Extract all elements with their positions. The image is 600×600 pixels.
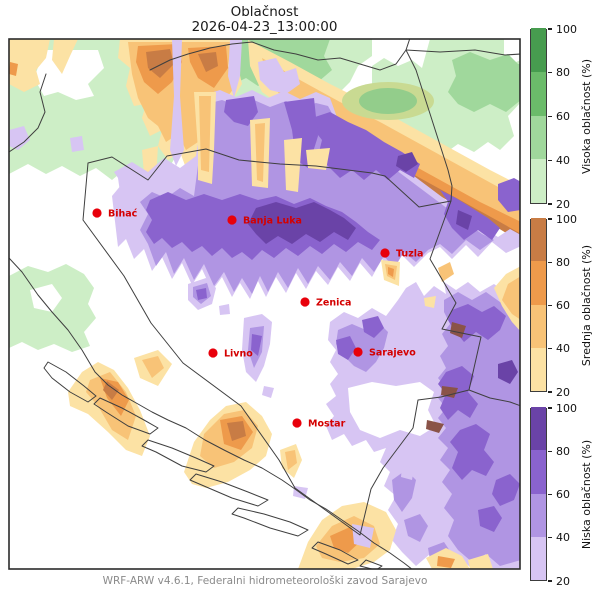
colorbar-tick — [548, 261, 552, 263]
colorbar-tick — [548, 348, 552, 350]
colorbar-axis-label: Srednja oblačnost (%) — [579, 244, 593, 367]
cities-layer: Bihać Banja Luka Tuzla Zenica Livno Sarajevo M… — [92, 208, 423, 430]
attribution: WRF-ARW v4.6.1, Federalni hidrometeorolo… — [102, 575, 428, 587]
colorbar-tick — [548, 580, 552, 582]
city-label: Bihać — [108, 209, 138, 220]
colorbar-tick-label: 60 — [556, 110, 570, 123]
colorbar-srednja: 20 40 60 80 100 Srednja oblačnost (%) — [530, 214, 600, 398]
colorbar-tick-label: 100 — [556, 212, 577, 226]
colorbar-tick-label: 20 — [556, 197, 570, 211]
danube-border — [405, 49, 453, 202]
colorbar-tick-label: 40 — [556, 153, 570, 167]
colorbar-tick — [548, 28, 552, 30]
serbia-montenegro-border — [468, 389, 520, 407]
colorbar-tick — [548, 115, 552, 118]
colorbar-tick — [548, 537, 552, 539]
colorbar-niska: 20 40 60 80 100 Niska oblačnost (%) — [530, 403, 600, 587]
colorbar-tick-label: 60 — [556, 299, 570, 312]
colorbar-tick-label: 20 — [556, 385, 570, 399]
colorbar-tick — [548, 391, 552, 393]
colorbar-axis-label: Niska oblačnost (%) — [579, 439, 593, 550]
colorbar-tick — [548, 493, 552, 496]
colorbar-tick-label: 100 — [556, 22, 577, 36]
city-marker — [208, 348, 218, 358]
colorbar-tick — [548, 72, 552, 74]
city-marker — [227, 215, 237, 225]
colorbar-tick-label: 20 — [556, 574, 570, 588]
hungary-serbia-border — [405, 49, 520, 56]
colorbar-tick-label: 40 — [556, 342, 570, 356]
city-marker — [92, 208, 102, 218]
colorbar-tick — [548, 203, 552, 205]
colorbar-tick — [548, 304, 552, 307]
colorbar-gradient — [530, 218, 547, 392]
colorbar-tick-label: 40 — [556, 531, 570, 545]
coastline — [9, 257, 413, 569]
chart-title: Oblačnost — [230, 4, 299, 20]
colorbar-tick — [548, 450, 552, 452]
colorbar-tick-label: 60 — [556, 488, 570, 501]
northern-borders — [149, 39, 411, 71]
colorbar-tick-label: 80 — [556, 66, 570, 80]
city-marker — [353, 347, 363, 357]
bosnia-border — [82, 148, 482, 536]
city-label: Zenica — [316, 298, 351, 309]
city-marker — [300, 297, 310, 307]
colorbar-visoka: 20 40 60 80 100 Visoka oblačnost (%) — [530, 24, 600, 210]
city-label: Livno — [224, 349, 253, 360]
colorbar-tick — [548, 407, 552, 409]
colorbar-tick-label: 80 — [556, 255, 570, 269]
city-label: Sarajevo — [369, 348, 416, 359]
city-marker — [292, 418, 302, 428]
title-block: Oblačnost 2026-04-23_13:00:00 — [8, 4, 521, 35]
slovenia-croatia-border — [9, 73, 47, 153]
map-frame — [8, 38, 521, 570]
colorbar-tick-label: 80 — [556, 444, 570, 458]
colorbar-tick-label: 100 — [556, 401, 577, 415]
city-label: Mostar — [308, 419, 346, 430]
chart-timestamp: 2026-04-23_13:00:00 — [191, 19, 338, 35]
city-label: Tuzla — [396, 249, 423, 260]
colorbar-gradient — [530, 407, 547, 581]
country-borders-layer — [9, 39, 520, 569]
adriatic-islands — [43, 361, 383, 569]
colorbar-axis-label: Visoka oblačnost (%) — [579, 58, 593, 175]
city-marker — [380, 248, 390, 258]
colorbar-gradient — [530, 28, 547, 204]
city-label: Banja Luka — [243, 216, 302, 227]
colorbar-tick — [548, 159, 552, 161]
colorbar-tick — [548, 218, 552, 220]
